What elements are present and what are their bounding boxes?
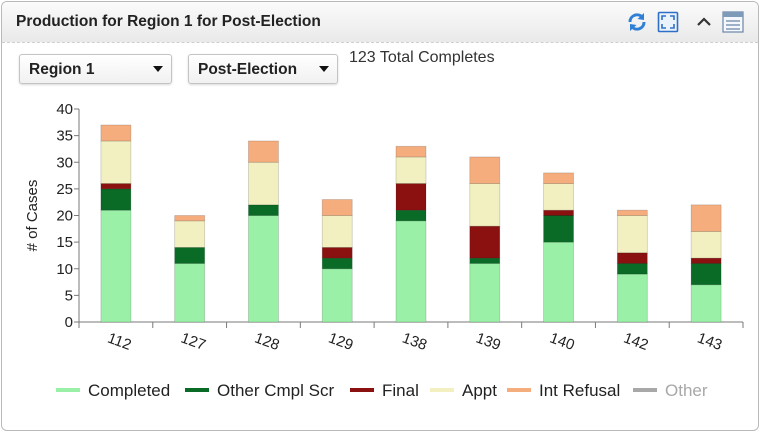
bar-segment-other-cmpl-scr[interactable] [469, 257, 501, 264]
bar-segment-final[interactable] [543, 209, 574, 216]
bar-segment-final[interactable] [469, 225, 501, 259]
y-tick-label: 40 [56, 101, 73, 118]
chevron-down-icon [319, 66, 329, 72]
bar-segment-appt[interactable] [174, 220, 206, 248]
x-tick-label: 127 [179, 330, 208, 355]
bar-segment-appt[interactable] [395, 156, 427, 184]
bar-segment-completed[interactable] [321, 268, 353, 323]
widget-header: Production for Region 1 for Post-Electio… [2, 2, 758, 43]
bar-segment-final[interactable] [690, 257, 722, 264]
bar-segment-int-refusal[interactable] [616, 209, 648, 216]
bar-segment-appt[interactable] [616, 215, 648, 254]
bar-segment-appt[interactable] [100, 140, 132, 184]
collapse-chevron-up-icon[interactable] [693, 11, 715, 33]
legend-label-other[interactable]: Other [665, 381, 708, 400]
x-tick-label: 138 [400, 330, 429, 355]
bar-segment-int-refusal[interactable] [469, 156, 501, 184]
bar-segment-int-refusal[interactable] [174, 215, 206, 222]
y-tick-label: 15 [56, 234, 73, 251]
bar-segment-appt[interactable] [321, 215, 353, 248]
bar-segment-final[interactable] [395, 183, 427, 211]
y-tick-label: 10 [56, 261, 73, 278]
x-tick-label: 128 [252, 330, 281, 355]
bar-segment-other-cmpl-scr[interactable] [616, 263, 648, 275]
bar-segment-final[interactable] [100, 183, 132, 190]
bar-segment-final[interactable] [321, 247, 353, 259]
x-tick-label: 140 [547, 330, 576, 355]
total-completes: 123 Total Completes [349, 49, 495, 66]
widget-title: Production for Region 1 for Post-Electio… [16, 13, 321, 30]
legend-label-final[interactable]: Final [382, 381, 419, 400]
y-tick-label: 25 [56, 181, 73, 198]
bar-segment-int-refusal[interactable] [543, 172, 574, 184]
y-tick-label: 0 [65, 314, 73, 331]
legend-label-appt[interactable]: Appt [462, 381, 497, 400]
x-tick-label: 143 [695, 330, 724, 355]
bar-segment-int-refusal[interactable] [100, 124, 132, 142]
y-tick-label: 5 [65, 287, 73, 304]
legend-swatch-completed[interactable] [56, 388, 80, 392]
bar-segment-completed[interactable] [395, 220, 427, 323]
bar-segment-int-refusal[interactable] [248, 140, 279, 163]
y-tick-label: 20 [56, 208, 73, 225]
bar-segment-appt[interactable] [543, 183, 574, 211]
bar-segment-other-cmpl-scr[interactable] [543, 215, 574, 243]
bar-segment-other-cmpl-scr[interactable] [100, 188, 132, 211]
x-tick-label: 129 [326, 330, 355, 355]
bar-segment-appt[interactable] [690, 231, 722, 259]
phase-select[interactable]: Post-Election [188, 54, 338, 84]
bar-segment-completed[interactable] [690, 284, 722, 323]
x-tick-label: 139 [474, 330, 503, 355]
bar-segment-completed[interactable] [100, 209, 132, 323]
bar-segment-int-refusal[interactable] [321, 199, 353, 216]
bar-segment-completed[interactable] [469, 263, 501, 323]
phase-select-value: Post-Election [198, 61, 298, 78]
legend-swatch-final[interactable] [350, 388, 374, 392]
bar-segment-completed[interactable] [616, 273, 648, 323]
bar-segment-final[interactable] [616, 252, 648, 264]
y-axis-title: # of Cases [24, 180, 41, 252]
bar-segment-other-cmpl-scr[interactable] [174, 247, 206, 264]
bar-segment-appt[interactable] [248, 161, 279, 206]
bar-segment-int-refusal[interactable] [690, 204, 722, 232]
options-menu-icon[interactable] [722, 11, 744, 33]
y-tick-label: 30 [56, 154, 73, 171]
legend-swatch-other-cmpl-scr[interactable] [185, 388, 209, 392]
bar-segment-completed[interactable] [174, 263, 206, 323]
bar-segment-other-cmpl-scr[interactable] [690, 263, 722, 286]
x-tick-label: 142 [621, 330, 650, 355]
refresh-icon[interactable] [626, 11, 648, 33]
bar-segment-completed[interactable] [248, 215, 279, 323]
region-select-value: Region 1 [29, 61, 95, 78]
bar-segment-other-cmpl-scr[interactable] [248, 204, 279, 216]
x-tick-label: 112 [105, 330, 133, 354]
legend-swatch-appt[interactable] [430, 388, 454, 392]
bar-segment-completed[interactable] [543, 241, 574, 323]
legend-label-completed[interactable]: Completed [88, 381, 170, 400]
bar-segment-other-cmpl-scr[interactable] [395, 209, 427, 222]
legend-swatch-int-refusal[interactable] [507, 388, 531, 392]
y-tick-label: 35 [56, 128, 73, 145]
bar-segment-int-refusal[interactable] [395, 145, 427, 158]
legend-label-other-cmpl-scr[interactable]: Other Cmpl Scr [217, 381, 334, 400]
chevron-down-icon [153, 66, 163, 72]
legend-label-int-refusal[interactable]: Int Refusal [539, 381, 620, 400]
bar-segment-other-cmpl-scr[interactable] [321, 257, 353, 270]
fullscreen-icon[interactable] [657, 11, 679, 33]
legend-swatch-other[interactable] [633, 388, 657, 392]
region-select[interactable]: Region 1 [19, 54, 172, 84]
bar-segment-appt[interactable] [469, 183, 501, 227]
